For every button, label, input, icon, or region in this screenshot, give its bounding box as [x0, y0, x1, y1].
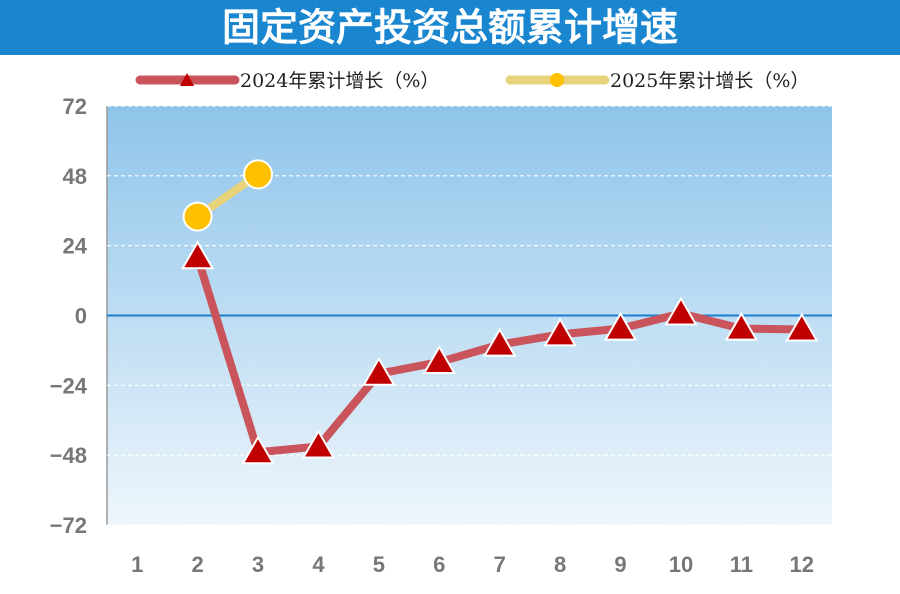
legend-marker [180, 73, 194, 86]
y-tick-label: 72 [63, 94, 87, 119]
y-tick-label: 24 [63, 234, 88, 259]
marker [182, 201, 213, 232]
marker [241, 435, 275, 465]
marker [603, 311, 638, 341]
legend-marker [550, 73, 564, 87]
marker [243, 159, 274, 190]
legend-label: 2024年累计增长（%） [240, 70, 439, 92]
marker [422, 345, 457, 375]
x-tick-label: 8 [554, 552, 566, 577]
x-tick-label: 12 [790, 552, 814, 577]
marker [180, 240, 215, 270]
y-tick-label: −48 [50, 443, 87, 468]
title-bar [0, 0, 900, 55]
x-tick-label: 7 [494, 552, 506, 577]
marker [301, 429, 336, 459]
marker [724, 311, 759, 341]
marker [664, 296, 698, 326]
x-tick-label: 10 [669, 552, 693, 577]
x-tick-label: 4 [312, 552, 325, 577]
x-tick-label: 3 [252, 552, 264, 577]
y-tick-label: −72 [50, 513, 87, 538]
marker [543, 317, 577, 347]
x-tick-label: 1 [131, 552, 143, 577]
y-tick-label: 0 [75, 304, 87, 329]
marker [362, 356, 396, 386]
legend-label: 2025年累计增长（%） [610, 70, 809, 92]
x-tick-label: 2 [192, 552, 204, 577]
x-tick-label: 5 [373, 552, 385, 577]
x-tick-label: 11 [730, 552, 753, 577]
x-tick-label: 6 [433, 552, 445, 577]
chart-title: 固定资产投资总额累计增速 [222, 6, 678, 50]
y-tick-label: 48 [63, 164, 87, 189]
marker [785, 312, 819, 342]
y-tick-label: −24 [50, 373, 88, 398]
x-tick-label: 9 [614, 552, 626, 577]
marker [482, 327, 517, 357]
